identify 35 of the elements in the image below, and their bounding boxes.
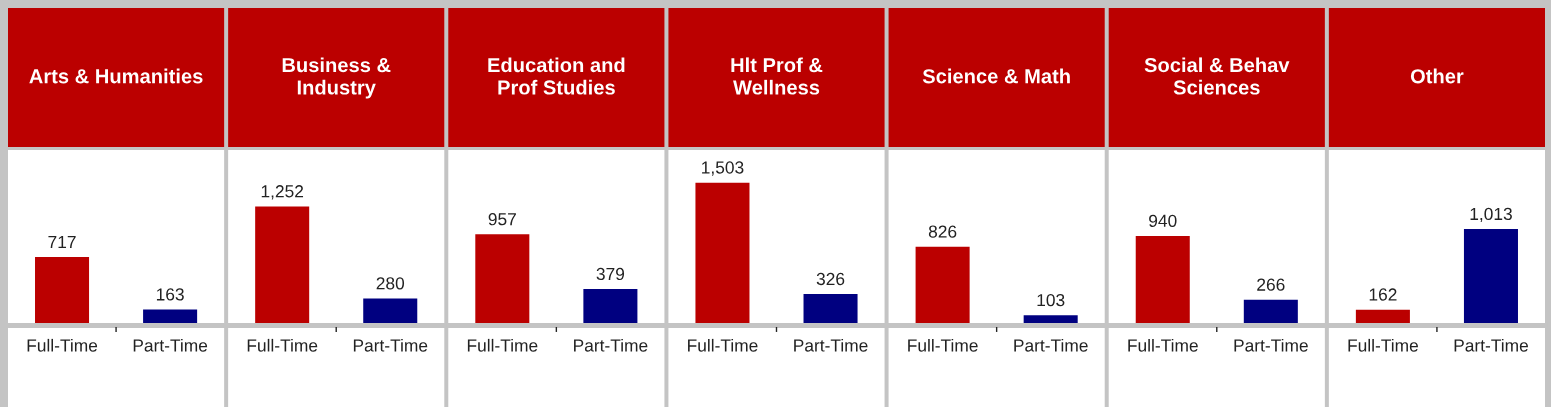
data-label: 957 xyxy=(488,213,516,226)
x-tick-label: Full-Time xyxy=(467,338,538,352)
chart-title: Social & Behav Sciences xyxy=(1144,57,1290,95)
x-tick-label: Part-Time xyxy=(1454,338,1528,352)
data-label: 326 xyxy=(816,272,845,286)
data-label: 1,503 xyxy=(702,161,744,176)
chart-title: Other xyxy=(1410,68,1464,84)
x-tick-label: Part-Time xyxy=(133,338,208,352)
x-tick-label: Part-Time xyxy=(574,338,648,352)
data-label: 103 xyxy=(1037,293,1065,307)
data-label: 163 xyxy=(156,288,184,301)
data-label: 280 xyxy=(376,277,405,290)
x-tick-label: Part-Time xyxy=(1014,338,1088,352)
x-tick-label: Part-Time xyxy=(353,338,428,352)
chart-title: Business & Industry xyxy=(282,57,391,99)
x-tick-label: Full-Time xyxy=(1348,338,1418,352)
data-label: 717 xyxy=(48,235,76,248)
data-label: 266 xyxy=(1257,278,1285,291)
x-tick-label: Full-Time xyxy=(1128,338,1198,352)
data-label: 1,013 xyxy=(1470,207,1512,223)
x-tick-label: Full-Time xyxy=(688,338,758,352)
data-label: 826 xyxy=(928,225,957,238)
data-label: 162 xyxy=(1369,288,1397,301)
x-tick-label: Full-Time xyxy=(27,338,98,352)
x-tick-label: Full-Time xyxy=(908,338,978,352)
x-tick-label: Part-Time xyxy=(1234,338,1308,352)
data-label: 1,252 xyxy=(261,185,304,200)
chart-title: Science & Math xyxy=(922,68,1070,84)
data-label: 379 xyxy=(596,267,625,281)
chart-title: Hlt Prof & Wellness xyxy=(731,57,823,95)
data-label: 940 xyxy=(1149,214,1177,227)
chart-title: Arts & Humanities xyxy=(29,68,203,84)
chart-title: Education and Prof Studies xyxy=(488,57,625,95)
x-tick-label: Full-Time xyxy=(247,338,318,352)
x-tick-label: Part-Time xyxy=(794,338,868,352)
